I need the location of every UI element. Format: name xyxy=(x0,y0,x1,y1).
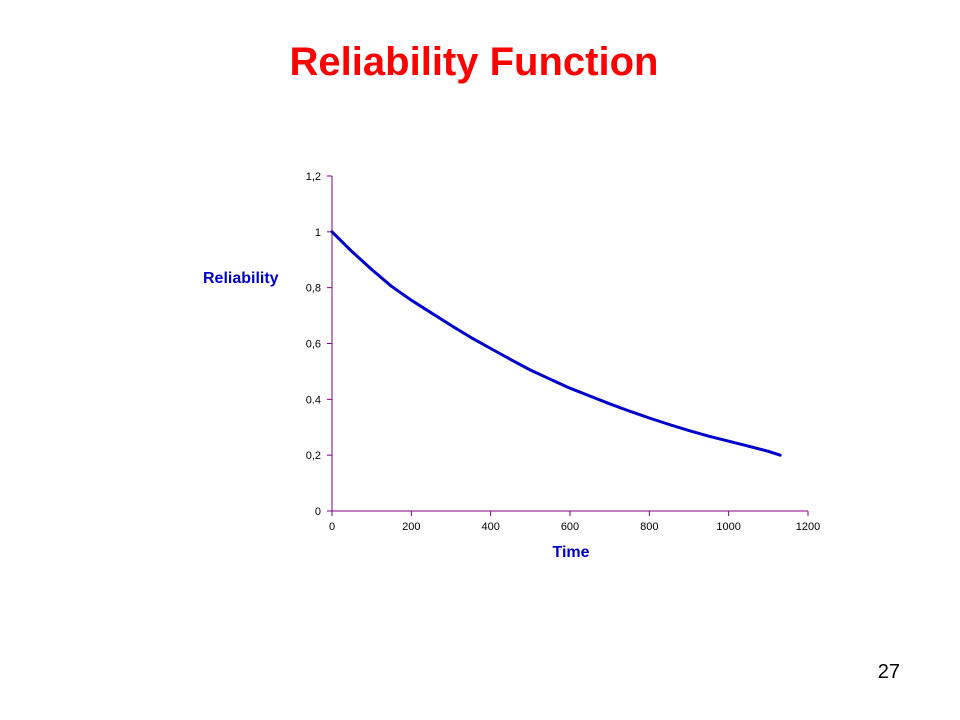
x-tick-label: 0 xyxy=(329,521,335,533)
x-tick-label: 400 xyxy=(481,521,499,533)
x-axis-ticks: 0 200 400 600 800 1000 1200 xyxy=(329,511,820,533)
slide-title: Reliability Function xyxy=(289,40,659,84)
x-tick-label: 1200 xyxy=(796,521,820,533)
slide-number: 27 xyxy=(877,661,900,683)
x-tick-label: 800 xyxy=(640,521,658,533)
y-tick-label: 1,2 xyxy=(306,171,321,183)
y-tick-label: 0,8 xyxy=(306,283,321,295)
y-axis-title: Reliability xyxy=(203,270,279,287)
x-tick-label: 600 xyxy=(561,521,579,533)
x-tick-label: 200 xyxy=(402,521,420,533)
reliability-curve xyxy=(330,230,782,457)
y-tick-label: 0 xyxy=(315,506,321,518)
x-tick-label: 1000 xyxy=(716,521,740,533)
chart-axes xyxy=(331,176,808,512)
chart-series xyxy=(330,230,782,457)
y-axis-ticks: 0 0,2 0.4 0,6 0,8 1 1,2 xyxy=(306,171,332,518)
y-tick-label: 1 xyxy=(315,227,321,239)
y-tick-label: 0,2 xyxy=(306,450,321,462)
y-tick-label: 0,6 xyxy=(306,339,321,351)
y-tick-label: 0.4 xyxy=(306,394,321,406)
x-axis-title: Time xyxy=(552,544,589,561)
